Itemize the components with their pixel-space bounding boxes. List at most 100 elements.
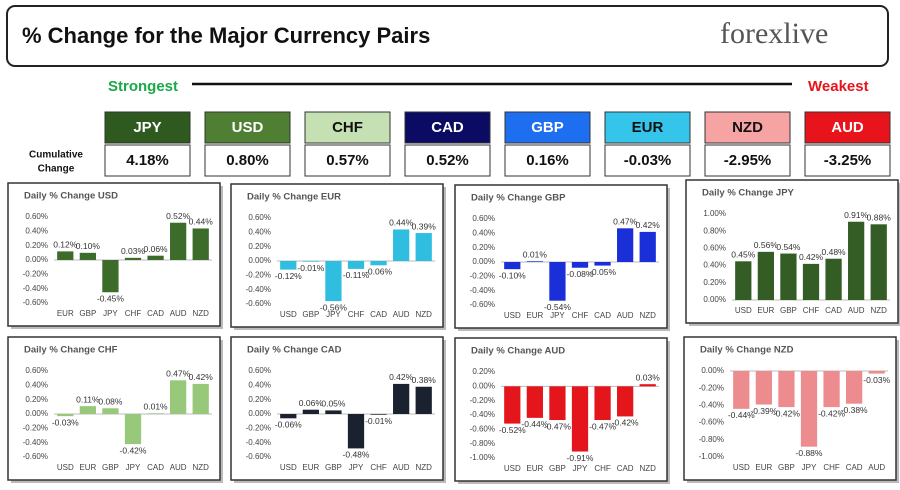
- y-tick-label: 0.20%: [25, 395, 48, 404]
- chart-title: Daily % Change GBP: [471, 193, 566, 204]
- value-label: -0.45%: [97, 294, 124, 304]
- bar: [57, 251, 74, 260]
- bar: [302, 261, 319, 262]
- value-label: -0.03%: [863, 375, 890, 385]
- x-tick-label: NZD: [415, 310, 432, 319]
- x-tick-label: GBP: [549, 464, 566, 473]
- bar: [802, 263, 820, 300]
- value-label: -0.52%: [499, 425, 526, 435]
- weakest-label: Weakest: [808, 78, 869, 95]
- x-tick-label: USD: [504, 464, 521, 473]
- bar: [280, 261, 297, 270]
- y-tick-label: 0.40%: [248, 227, 271, 236]
- currency-name: NZD: [732, 119, 763, 136]
- value-label: 0.44%: [389, 218, 414, 228]
- value-label: -0.88%: [796, 448, 823, 458]
- bar: [733, 371, 750, 409]
- bar: [124, 414, 142, 445]
- change-box: [804, 144, 891, 177]
- y-tick-label: -0.60%: [699, 418, 724, 427]
- header-box: [6, 5, 889, 67]
- currency-box: [304, 111, 391, 144]
- y-tick-label: -0.20%: [246, 423, 271, 432]
- value-label: 0.48%: [822, 247, 847, 257]
- x-tick-label: CAD: [147, 309, 164, 318]
- y-tick-label: 0.20%: [248, 395, 271, 404]
- value-label: -0.08%: [567, 269, 594, 279]
- bar: [302, 409, 319, 414]
- row-label: Cumulative: [29, 150, 83, 161]
- bar: [102, 408, 119, 414]
- bar: [170, 222, 187, 260]
- x-tick-label: JPY: [126, 463, 141, 472]
- x-tick-label: CHF: [348, 310, 365, 319]
- y-tick-label: 0.40%: [248, 380, 271, 389]
- bar: [549, 262, 566, 301]
- value-label: 0.47%: [613, 217, 638, 227]
- x-tick-label: JPY: [802, 463, 817, 472]
- value-label: -0.47%: [589, 421, 616, 431]
- x-tick-label: CHF: [572, 311, 589, 320]
- y-tick-label: -0.20%: [23, 423, 48, 432]
- y-tick-label: -0.20%: [470, 396, 495, 405]
- x-tick-label: AUD: [170, 309, 187, 318]
- value-label: -0.01%: [297, 263, 324, 273]
- bar: [778, 371, 795, 408]
- currency-box: [704, 111, 791, 144]
- x-tick-label: EUR: [526, 464, 543, 473]
- value-label: 0.42%: [389, 372, 414, 382]
- x-tick-label: NZD: [870, 306, 887, 315]
- bar: [124, 257, 142, 260]
- value-label: 0.01%: [523, 250, 548, 260]
- x-tick-label: CHF: [125, 309, 142, 318]
- value-label: -0.56%: [320, 302, 347, 312]
- x-tick-label: NZD: [415, 463, 432, 472]
- value-label: -0.42%: [120, 445, 147, 455]
- y-tick-label: 0.40%: [25, 226, 48, 235]
- currency-box: [204, 111, 291, 144]
- value-label: -0.42%: [818, 408, 845, 418]
- x-tick-label: CAD: [147, 463, 164, 472]
- y-tick-label: -0.20%: [23, 269, 48, 278]
- value-label: 0.03%: [121, 246, 146, 256]
- bar: [370, 261, 387, 266]
- bar: [639, 231, 656, 262]
- currency-change: -2.95%: [724, 152, 772, 169]
- bar: [526, 261, 543, 262]
- bar: [639, 384, 656, 387]
- value-label: -0.48%: [343, 450, 370, 460]
- x-tick-label: AUD: [848, 306, 865, 315]
- value-label: -0.54%: [544, 302, 571, 312]
- bar: [147, 413, 164, 414]
- bar: [617, 386, 634, 417]
- value-label: 0.42%: [799, 252, 824, 262]
- bar: [594, 386, 611, 421]
- x-tick-label: NZD: [192, 309, 209, 318]
- x-tick-label: USD: [735, 306, 752, 315]
- bar: [825, 258, 842, 300]
- currency-box: [804, 111, 891, 144]
- bar: [571, 386, 589, 452]
- x-tick-label: GBP: [79, 309, 96, 318]
- bar: [823, 371, 840, 408]
- x-tick-label: JPY: [326, 310, 341, 319]
- x-tick-label: AUD: [393, 310, 410, 319]
- x-tick-label: NZD: [639, 311, 656, 320]
- y-tick-label: 0.00%: [25, 409, 48, 418]
- panel: [683, 336, 897, 481]
- value-label: 0.88%: [867, 213, 892, 223]
- value-label: 0.06%: [299, 398, 324, 408]
- chart-title: Daily % Change NZD: [700, 345, 794, 356]
- bar: [617, 228, 634, 262]
- value-label: 0.52%: [166, 211, 191, 221]
- x-tick-label: CAD: [370, 310, 387, 319]
- y-tick-label: -1.00%: [470, 453, 495, 462]
- x-tick-label: CHF: [823, 463, 840, 472]
- currency-name: EUR: [632, 119, 664, 136]
- x-tick-label: EUR: [302, 463, 319, 472]
- chart-title: Daily % Change CHF: [24, 345, 118, 356]
- panel: [230, 336, 444, 481]
- x-tick-label: USD: [504, 311, 521, 320]
- y-tick-label: 0.20%: [25, 241, 48, 250]
- y-tick-label: 0.00%: [25, 255, 48, 264]
